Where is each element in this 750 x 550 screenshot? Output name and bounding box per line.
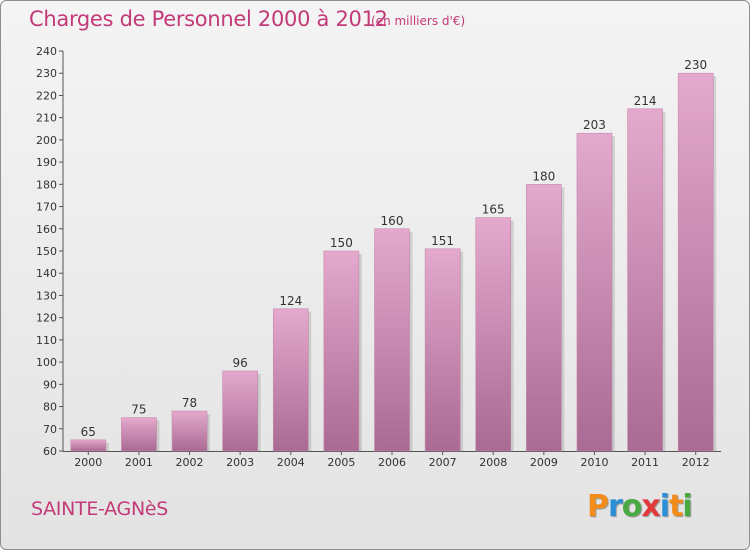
bar-shadow: [105, 442, 109, 451]
y-tick-label: 60: [43, 445, 57, 458]
data-label: 214: [634, 94, 657, 108]
data-label: 75: [131, 403, 146, 417]
bar-shadow: [358, 254, 362, 451]
bar[interactable]: [121, 417, 157, 452]
y-tick-label: 180: [36, 178, 57, 191]
data-label: 165: [482, 203, 505, 217]
y-tick-label: 200: [36, 134, 57, 147]
y-tick-label: 220: [36, 89, 57, 102]
logo-letter: i: [659, 489, 670, 524]
bar[interactable]: [526, 184, 562, 452]
x-tick-label: 2004: [277, 456, 305, 469]
bar-shadow: [409, 231, 413, 451]
x-tick-label: 2007: [429, 456, 457, 469]
y-tick-label: 170: [36, 201, 57, 214]
data-label: 96: [233, 356, 248, 370]
bar-shadow: [308, 311, 312, 451]
bar-shadow: [662, 111, 666, 452]
data-label: 150: [330, 236, 353, 250]
x-tick-label: 2006: [378, 456, 406, 469]
bar-shadow: [561, 187, 565, 452]
logo-letter: P: [587, 489, 609, 524]
data-label: 230: [684, 58, 707, 72]
x-tick-label: 2001: [125, 456, 153, 469]
chart-subtitle: (en milliers d'€): [371, 14, 466, 28]
x-tick-label: 2003: [226, 456, 254, 469]
data-label: 203: [583, 118, 606, 132]
y-tick-label: 130: [36, 289, 57, 302]
bar-shadow: [460, 251, 464, 451]
y-tick-label: 80: [43, 401, 57, 414]
bar[interactable]: [70, 439, 107, 452]
bar-shadow: [207, 414, 211, 451]
bar-shadow: [611, 136, 615, 451]
bar-shadow: [713, 76, 717, 451]
data-label: 65: [81, 425, 96, 439]
y-tick-label: 210: [36, 112, 57, 125]
logo-letter: i: [682, 489, 692, 524]
bar[interactable]: [222, 370, 258, 452]
x-tick-label: 2012: [682, 456, 710, 469]
y-tick-label: 240: [36, 45, 57, 58]
y-tick-label: 140: [36, 267, 57, 280]
logo-letter: x: [641, 489, 660, 524]
y-tick-label: 100: [36, 356, 57, 369]
data-label: 124: [279, 294, 302, 308]
y-tick-label: 110: [36, 334, 57, 347]
chart-title: Charges de Personnel 2000 à 2012: [29, 7, 388, 31]
bar[interactable]: [272, 308, 309, 452]
bar[interactable]: [374, 228, 410, 452]
bar-shadow: [257, 374, 261, 451]
x-tick-label: 2010: [580, 456, 608, 469]
x-tick-label: 2005: [327, 456, 355, 469]
y-tick-label: 90: [43, 378, 57, 391]
bar[interactable]: [576, 132, 613, 452]
bar-shadow: [510, 220, 514, 451]
y-tick-label: 120: [36, 312, 57, 325]
bar-shadow: [156, 420, 160, 451]
y-tick-label: 230: [36, 67, 57, 80]
y-tick-label: 150: [36, 245, 57, 258]
y-tick-label: 160: [36, 223, 57, 236]
bar[interactable]: [323, 250, 360, 452]
data-label: 78: [182, 396, 197, 410]
x-tick-label: 2000: [74, 456, 102, 469]
y-tick-label: 190: [36, 156, 57, 169]
place-name: SAINTE-AGNèS: [31, 498, 169, 520]
x-tick-label: 2009: [530, 456, 558, 469]
bar[interactable]: [171, 410, 208, 452]
bar[interactable]: [424, 248, 461, 452]
bar[interactable]: [475, 217, 512, 452]
proxiti-logo[interactable]: Proxiti: [587, 489, 693, 524]
logo-letter: t: [669, 489, 683, 524]
bar[interactable]: [677, 72, 714, 452]
x-tick-label: 2002: [176, 456, 204, 469]
bar[interactable]: [627, 108, 663, 452]
logo-letter: r: [608, 489, 623, 524]
y-tick-label: 70: [43, 423, 57, 436]
data-label: 180: [532, 169, 555, 183]
data-label: 151: [431, 234, 454, 248]
logo-letter: o: [621, 489, 643, 524]
x-tick-label: 2011: [631, 456, 659, 469]
data-label: 160: [381, 214, 404, 228]
x-tick-label: 2008: [479, 456, 507, 469]
